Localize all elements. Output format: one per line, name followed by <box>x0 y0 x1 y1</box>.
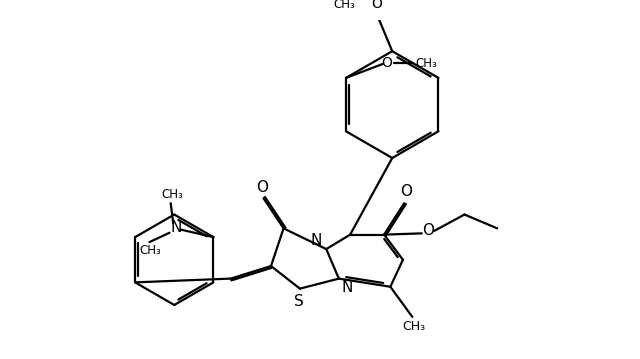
Text: N: N <box>170 220 181 234</box>
Text: O: O <box>256 180 268 195</box>
Text: O: O <box>381 56 392 70</box>
Text: CH₃: CH₃ <box>161 188 183 201</box>
Text: N: N <box>310 233 322 248</box>
Text: O: O <box>371 0 382 11</box>
Text: CH₃: CH₃ <box>415 57 437 70</box>
Text: N: N <box>342 280 353 295</box>
Text: S: S <box>294 294 303 309</box>
Text: CH₃: CH₃ <box>333 0 355 11</box>
Text: O: O <box>400 185 412 199</box>
Text: CH₃: CH₃ <box>402 321 425 334</box>
Text: O: O <box>422 223 434 238</box>
Text: CH₃: CH₃ <box>140 244 161 257</box>
